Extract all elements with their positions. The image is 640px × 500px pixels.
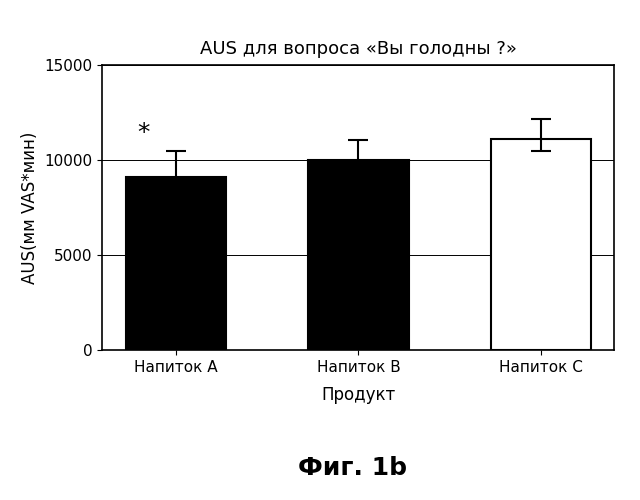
X-axis label: Продукт: Продукт [321, 386, 396, 404]
Bar [491, 139, 591, 350]
Y-axis label: AUS(мм VAS*мин): AUS(мм VAS*мин) [21, 132, 39, 284]
Bar [308, 160, 408, 350]
Text: Фиг. 1b: Фиг. 1b [298, 456, 406, 480]
Bar [125, 177, 226, 350]
Text: *: * [137, 121, 149, 145]
Title: AUS для вопроса «Вы голодны ?»: AUS для вопроса «Вы голодны ?» [200, 40, 517, 58]
